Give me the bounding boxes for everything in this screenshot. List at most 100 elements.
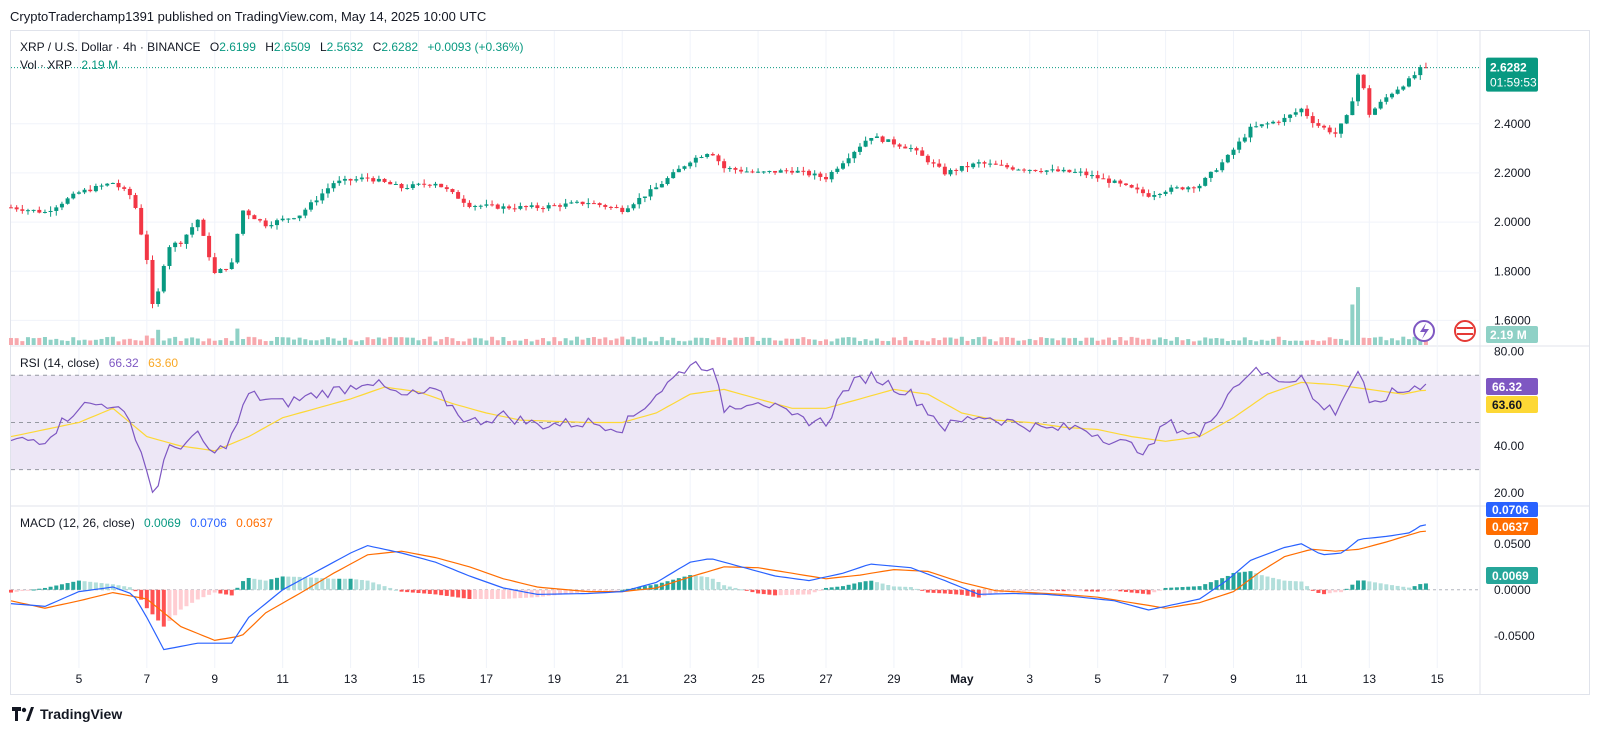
volume-bar: [82, 339, 87, 345]
candle-body: [37, 209, 42, 213]
candle-body: [1276, 121, 1281, 123]
volume-bar: [1265, 340, 1270, 345]
candle-body: [1152, 195, 1157, 197]
volume-bar: [144, 335, 149, 345]
macd-histogram-bar: [1271, 577, 1276, 590]
candle-body: [365, 177, 370, 179]
symbol-title[interactable]: XRP / U.S. Dollar · 4h · BINANCE: [20, 40, 201, 54]
volume-bar: [767, 337, 772, 345]
volume-bar: [99, 338, 104, 345]
macd-label[interactable]: MACD (12, 26, close): [20, 516, 135, 530]
candle-body: [535, 205, 540, 209]
volume-bar: [631, 336, 636, 345]
macd-histogram-bar: [393, 589, 398, 591]
volume-bar: [1254, 341, 1259, 345]
candle-body: [422, 183, 427, 185]
candle-body: [1299, 108, 1304, 113]
volume-bar: [365, 337, 370, 345]
macd-histogram-bar: [1276, 579, 1281, 590]
volume-bar: [784, 338, 789, 345]
macd-histogram-bar: [1056, 589, 1061, 592]
candle-body: [1356, 74, 1361, 102]
volume-bar: [1061, 337, 1066, 345]
volume-bar: [903, 336, 908, 345]
volume-label[interactable]: Vol · XRP: [20, 58, 73, 72]
macd-histogram-bar: [971, 589, 976, 597]
candle-body: [1361, 74, 1366, 89]
volume-bar: [999, 337, 1004, 345]
macd-histogram-bar: [1225, 575, 1230, 590]
volume-bar: [1084, 337, 1089, 345]
volume-bar: [167, 338, 172, 345]
macd-histogram-bar: [42, 587, 47, 590]
macd-histogram-bar: [829, 587, 834, 590]
candle-body: [512, 208, 517, 210]
macd-histogram-bar: [846, 584, 851, 590]
macd-histogram-bar: [1367, 581, 1372, 590]
volume-bar: [450, 338, 455, 345]
volume-bar: [405, 337, 410, 345]
candle-body: [359, 177, 364, 180]
volume-bar: [235, 328, 240, 345]
volume-badge: [1486, 326, 1538, 343]
candle-body: [767, 170, 772, 172]
macd-histogram-bar: [507, 589, 512, 599]
volume-bar: [275, 336, 280, 345]
candle-body: [1073, 171, 1078, 173]
tradingview-logo-icon: [12, 707, 34, 721]
candle-body: [625, 208, 630, 213]
macd-histogram-bar: [1163, 587, 1168, 590]
tradingview-logo[interactable]: TradingView: [12, 706, 122, 722]
macd-histogram-bar: [886, 584, 891, 590]
price-axis-label: 2.0000: [1494, 215, 1531, 229]
macd-signal-line: [10, 530, 1426, 642]
us-flag-icon[interactable]: [1454, 320, 1476, 342]
candle-body: [314, 200, 319, 203]
volume-bar: [422, 338, 427, 345]
macd-histogram-bar: [190, 589, 195, 603]
candle-body: [263, 220, 268, 227]
rsi-legend: RSI (14, close) 66.32 63.60: [20, 356, 184, 370]
macd-histogram-bar: [258, 579, 263, 590]
candle-body: [1406, 78, 1411, 87]
candle-body: [659, 184, 664, 188]
x-tick-label: 11: [1295, 672, 1308, 686]
candle-body: [450, 189, 455, 193]
candle-body: [93, 185, 98, 192]
volume-bar: [201, 341, 206, 345]
volume-bar: [1293, 340, 1298, 345]
macd-histogram-bar: [524, 589, 529, 598]
macd-histogram-bar: [682, 576, 687, 590]
volume-bar: [942, 337, 947, 345]
candle-body: [1271, 121, 1276, 124]
rsi-axis-label: 20.00: [1494, 486, 1524, 500]
macd-histogram-bar: [1208, 582, 1213, 590]
macd-histogram-bar: [1248, 571, 1253, 590]
candle-body: [212, 257, 217, 273]
volume-bar: [608, 340, 613, 345]
candle-body: [908, 148, 913, 150]
volume-bar: [1220, 338, 1225, 345]
volume-bar: [954, 338, 959, 345]
rsi-label[interactable]: RSI (14, close): [20, 356, 100, 370]
volume-bar: [761, 337, 766, 345]
volume-bar: [139, 340, 144, 345]
open-label: O: [209, 40, 220, 54]
candle-body: [1305, 108, 1310, 117]
candle-body: [399, 183, 404, 189]
candle-body: [484, 204, 489, 206]
macd-histogram-bar: [490, 589, 495, 599]
macd-histogram-bar: [840, 586, 845, 590]
lightning-bolt-icon: [1420, 323, 1429, 339]
candle-body: [1327, 127, 1332, 133]
volume-bar: [863, 339, 868, 345]
volume-bar: [382, 338, 387, 345]
candle-body: [756, 171, 761, 173]
candle-body: [1078, 171, 1083, 173]
candle-body: [1056, 169, 1061, 172]
volume-bar: [1276, 336, 1281, 345]
volume-bar: [1231, 340, 1236, 345]
candle-body: [982, 162, 987, 164]
volume-bar: [886, 341, 891, 345]
